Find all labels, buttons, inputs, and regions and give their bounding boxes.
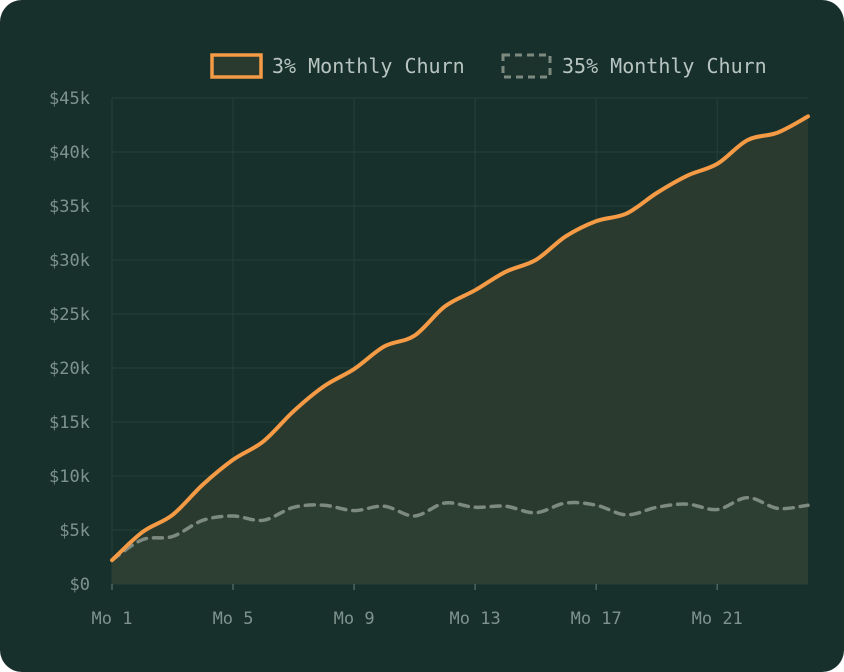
x-axis: Mo 1 Mo 5 Mo 9 Mo 13 Mo 17 Mo 21: [92, 584, 743, 629]
series-lines: [110, 114, 810, 563]
legend-swatch-3pct: [210, 53, 263, 79]
legend-swatch-35pct: [501, 53, 552, 79]
y-tick-label: $45k: [49, 89, 90, 109]
x-tick-label: Mo 5: [213, 609, 254, 629]
y-tick-label: $40k: [49, 143, 90, 163]
x-tick-label: Mo 13: [450, 609, 501, 629]
legend-label-3pct: 3% Monthly Churn: [272, 54, 465, 78]
y-tick-label: $20k: [49, 359, 90, 379]
y-tick-label: $5k: [59, 521, 90, 541]
series-area-3pct: [112, 116, 808, 585]
legend: 3% Monthly Churn 35% Monthly Churn: [210, 53, 767, 79]
y-tick-label: $15k: [49, 413, 90, 433]
y-tick-label: $35k: [49, 197, 90, 217]
x-tick-label: Mo 21: [692, 609, 743, 629]
y-tick-label: $25k: [49, 305, 90, 325]
series-areas: [112, 116, 808, 585]
x-tick-label: Mo 1: [92, 609, 133, 629]
legend-label-35pct: 35% Monthly Churn: [562, 54, 767, 78]
y-tick-label: $30k: [49, 251, 90, 271]
y-tick-label: $0: [70, 575, 90, 595]
x-tick-label: Mo 9: [334, 609, 375, 629]
series-line-3pct: [110, 114, 810, 563]
series-area-35pct: [112, 497, 808, 584]
y-axis: $0 $5k $10k $15k $20k $25k $30k $35k $40k $45k: [49, 89, 90, 595]
y-tick-label: $10k: [49, 467, 90, 487]
series-line-35pct: [110, 495, 810, 562]
x-tick-label: Mo 17: [571, 609, 622, 629]
